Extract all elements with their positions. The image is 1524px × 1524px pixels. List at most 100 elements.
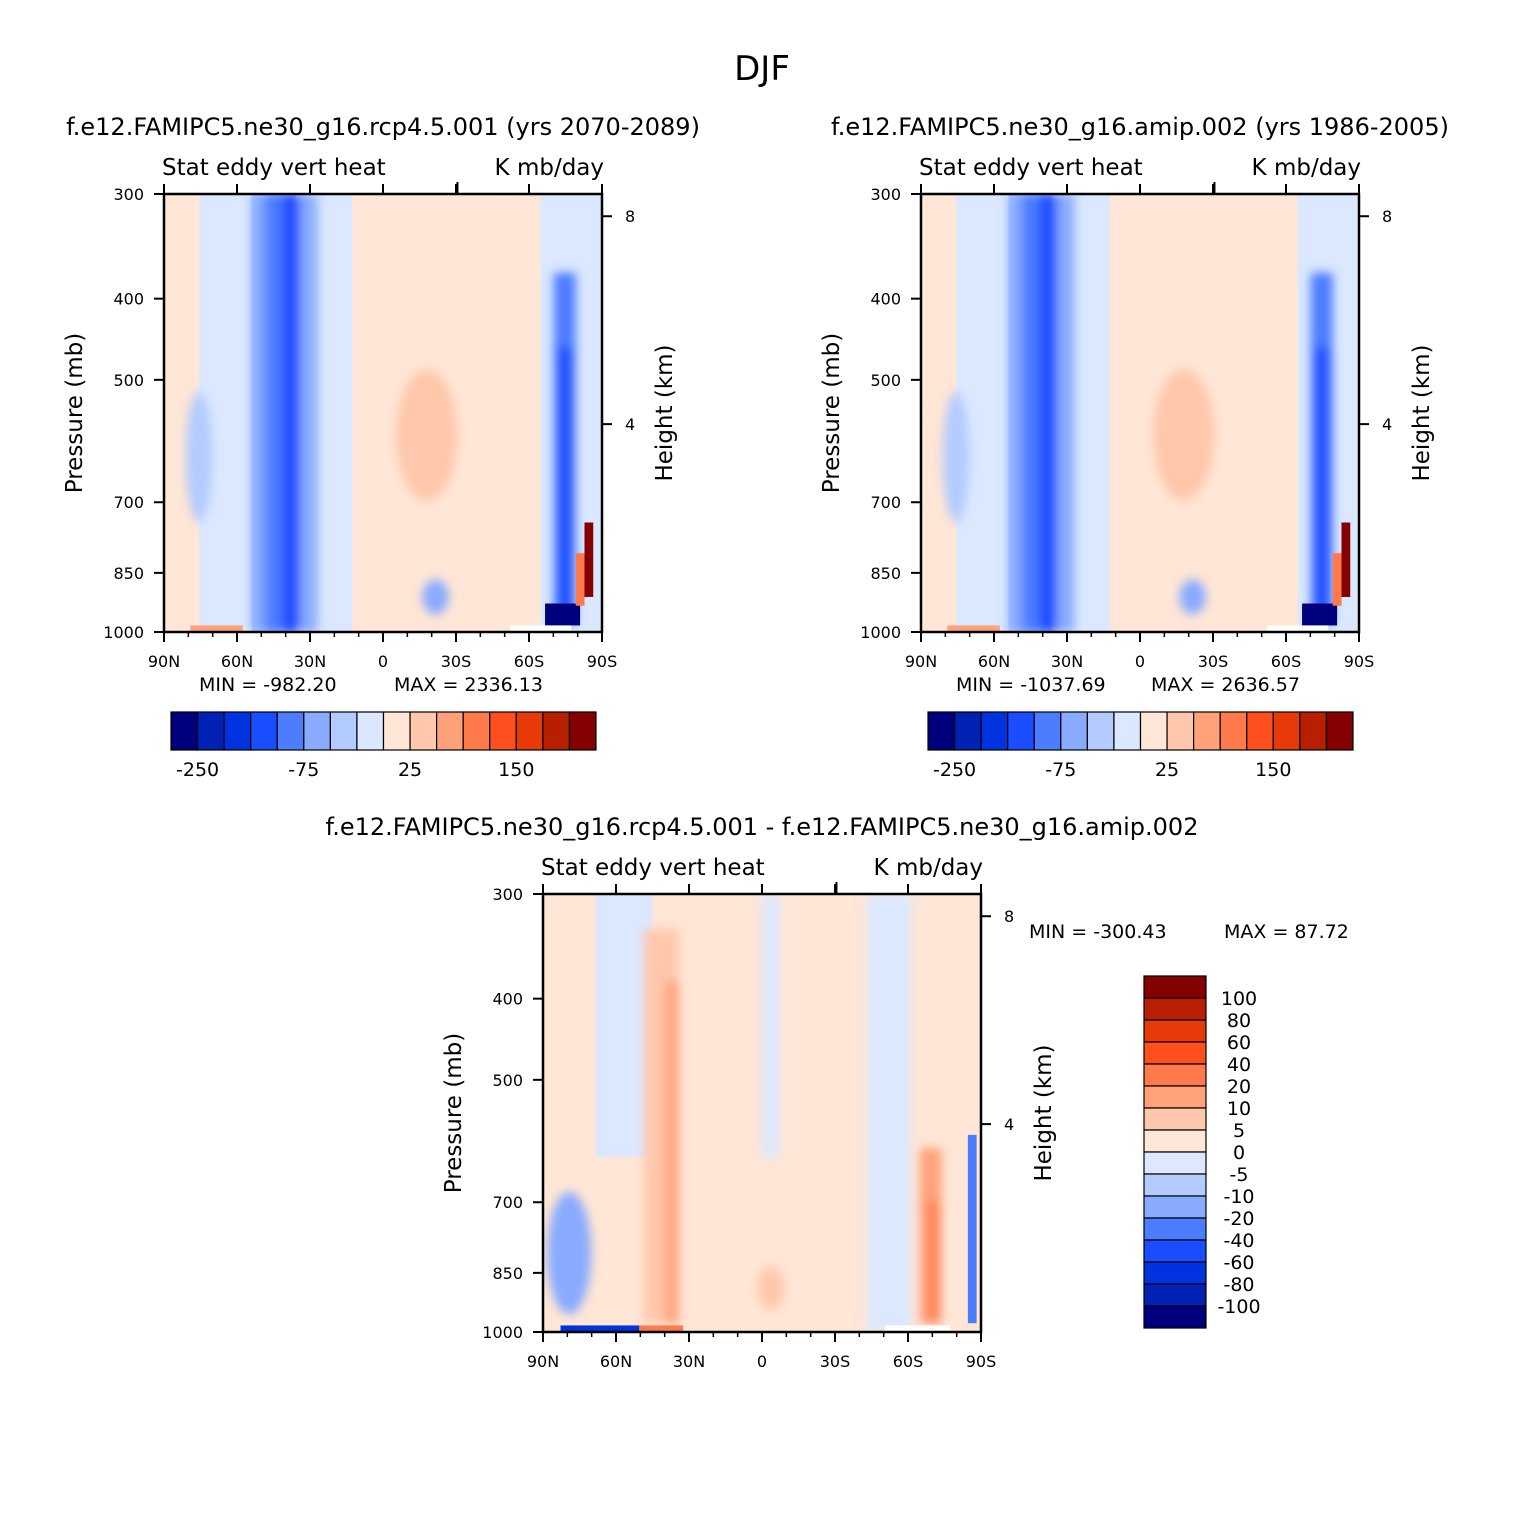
panel-test: f.e12.FAMIPC5.ne30_g16.rcp4.5.001 (yrs 2…: [62, 113, 700, 781]
field-band: [501, 194, 541, 632]
colorbar-swatch: [1143, 975, 1207, 999]
colorbar-label: -80: [1223, 1274, 1254, 1296]
field-band: [575, 553, 585, 606]
field-blob: [185, 391, 213, 523]
field-band: [1061, 194, 1075, 632]
y-tick-label: 850: [870, 564, 901, 583]
y-tick-label: 400: [870, 290, 901, 309]
colorbar-swatch: [489, 711, 517, 751]
x-tick-label: 30N: [673, 1352, 705, 1371]
colorbar-label: -75: [288, 759, 319, 781]
y-axis-label: Pressure (mb): [441, 1033, 467, 1193]
plot-field: [164, 194, 602, 632]
field-blob: [547, 1191, 592, 1315]
colorbar-label: -20: [1223, 1208, 1254, 1230]
colorbar-swatch: [409, 711, 438, 751]
field-band: [867, 894, 911, 1332]
field-blob: [1153, 369, 1215, 501]
field-band: [558, 347, 572, 624]
x-tick-label: 90N: [905, 652, 937, 671]
colorbar-label: 80: [1227, 1010, 1251, 1032]
field-band: [928, 1200, 938, 1324]
field-core: [1008, 194, 1075, 632]
colorbar-swatch: [1086, 711, 1115, 751]
colorbar-swatch: [329, 711, 358, 751]
colorbar-label: -250: [933, 759, 976, 781]
field-band: [1315, 347, 1329, 624]
x-tick-label: 60S: [514, 652, 545, 671]
field-blob: [942, 391, 970, 523]
y-axis-label: Pressure (mb): [62, 333, 88, 493]
y-tick-label: 300: [492, 885, 523, 904]
colorbar-swatch: [1143, 1261, 1207, 1285]
x-tick-label: 0: [1135, 652, 1145, 671]
y-tick-label: 500: [113, 371, 144, 390]
x-tick-label: 60N: [600, 1352, 632, 1371]
field-band: [1267, 625, 1329, 632]
field-band: [884, 1325, 951, 1332]
subtitle-right: K mb/day: [874, 855, 983, 881]
right-tick-label: 4: [1004, 1115, 1014, 1134]
field-band: [282, 194, 300, 632]
field-band: [545, 603, 581, 626]
field-band: [510, 625, 572, 632]
colorbar-label: 25: [1155, 759, 1179, 781]
colorbar-swatch: [1143, 1063, 1207, 1087]
colorbar-swatch: [1143, 1283, 1207, 1307]
right-tick-label: 8: [1004, 907, 1014, 926]
colorbar-swatch: [1007, 711, 1035, 751]
min-value: MIN = -1037.69: [956, 674, 1106, 696]
field-band: [1332, 553, 1342, 606]
colorbar-swatch: [196, 711, 225, 751]
x-tick-label: 30N: [294, 652, 326, 671]
case-title: f.e12.FAMIPC5.ne30_g16.amip.002 (yrs 198…: [831, 113, 1449, 141]
field-band: [639, 1325, 684, 1332]
colorbar-swatch: [953, 711, 982, 751]
colorbar-label: -10: [1223, 1186, 1254, 1208]
colorbar-swatch: [303, 711, 331, 751]
colorbar-swatch: [1193, 711, 1221, 751]
colorbar-label: 60: [1227, 1032, 1251, 1054]
colorbar-swatch: [1143, 1217, 1207, 1241]
colorbar-swatch: [250, 711, 278, 751]
colorbar-swatch: [382, 711, 411, 751]
max-value: MAX = 2636.57: [1151, 674, 1300, 696]
max-value: MAX = 2336.13: [394, 674, 543, 696]
y-tick-label: 1000: [860, 623, 901, 642]
colorbar-swatch: [1143, 1151, 1207, 1175]
colorbar-swatch: [1143, 1085, 1207, 1109]
colorbar-swatch: [1143, 1041, 1207, 1065]
field-south: [185, 272, 576, 624]
colorbar-swatch: [1325, 711, 1354, 751]
x-tick-label: 60S: [1271, 652, 1302, 671]
field-core: [251, 194, 318, 632]
y-axis-label: Pressure (mb): [819, 333, 845, 493]
colorbar-swatch: [1143, 1107, 1207, 1131]
field-band: [584, 522, 594, 597]
colorbar-swatch: [542, 711, 571, 751]
field-blob: [422, 579, 449, 615]
colorbar-swatch: [980, 711, 1009, 751]
colorbar-swatch: [276, 711, 305, 751]
colorbar-swatch: [436, 711, 464, 751]
y-tick-label: 700: [492, 1193, 523, 1212]
field-band: [560, 1325, 640, 1332]
x-tick-label: 30S: [441, 652, 472, 671]
x-tick-label: 90S: [966, 1352, 997, 1371]
colorbar-swatch: [1143, 1239, 1207, 1263]
colorbar-label: -60: [1223, 1252, 1254, 1274]
case-title: f.e12.FAMIPC5.ne30_g16.rcp4.5.001 - f.e1…: [326, 813, 1199, 841]
y-tick-label: 400: [492, 990, 523, 1009]
colorbar-swatch: [1113, 711, 1142, 751]
field-south: [942, 272, 1333, 624]
x-tick-label: 30N: [1051, 652, 1083, 671]
colorbar-label: 150: [498, 759, 534, 781]
colorbar: -250 -75 25 150: [927, 711, 1354, 781]
plot-field: [543, 894, 981, 1332]
colorbar-label: 10: [1227, 1098, 1251, 1120]
subtitle-left: Stat eddy vert heat: [541, 855, 765, 881]
y-tick-label: 850: [492, 1264, 523, 1283]
field-band: [595, 894, 653, 1157]
y-tick-label: 850: [113, 564, 144, 583]
